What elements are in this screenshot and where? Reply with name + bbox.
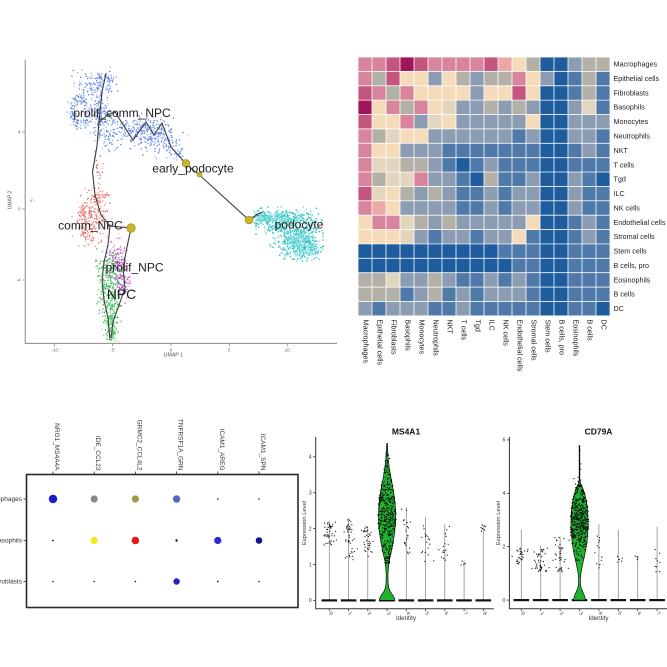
svg-text:6: 6 (443, 611, 449, 617)
svg-text:7: 7 (462, 611, 468, 617)
svg-text:1: 1 (309, 562, 312, 568)
svg-text:comm_NPC: comm_NPC (58, 219, 123, 233)
svg-text:10: 10 (285, 348, 291, 353)
svg-text:MS4A1: MS4A1 (392, 427, 421, 437)
svg-text:UMAP 2: UMAP 2 (8, 191, 14, 210)
svg-text:3: 3 (578, 611, 584, 617)
svg-text:Eosinophils: Eosinophils (614, 275, 651, 284)
svg-text:5: 5 (424, 611, 430, 617)
svg-text:ICAM1_SPN: ICAM1_SPN (259, 434, 266, 471)
svg-text:early_podocyte: early_podocyte (152, 162, 234, 176)
svg-text:1: 1 (539, 611, 545, 617)
svg-text:ILC: ILC (614, 189, 625, 198)
svg-text:IDE_CCL23: IDE_CCL23 (94, 436, 101, 471)
svg-text:Endothelial cells: Endothelial cells (614, 218, 666, 227)
svg-text:NPC: NPC (107, 286, 137, 302)
svg-text:TNFRSF1A_GRN: TNFRSF1A_GRN (177, 419, 184, 471)
svg-text:Tgd: Tgd (614, 175, 626, 184)
svg-text:Fibroblasts: Fibroblasts (389, 320, 398, 356)
svg-text:podocyte: podocyte (275, 218, 324, 232)
svg-text:Epithelial cells: Epithelial cells (614, 74, 660, 83)
svg-text:NRG1_MS4A4A: NRG1_MS4A4A (53, 423, 60, 471)
svg-text:B cells, pro: B cells, pro (557, 320, 566, 356)
svg-text:NKT: NKT (445, 320, 454, 335)
svg-text:4: 4 (18, 130, 21, 135)
svg-text:Expression Level: Expression Level (302, 501, 308, 545)
svg-text:0: 0 (309, 598, 312, 604)
svg-text:Endothelial cells: Endothelial cells (515, 320, 524, 372)
svg-text:Basophils: Basophils (0, 538, 23, 545)
svg-text:2: 2 (558, 611, 564, 617)
svg-text:Stromal cells: Stromal cells (529, 320, 538, 362)
svg-text:Stromal cells: Stromal cells (614, 232, 656, 241)
svg-text:5: 5 (616, 611, 622, 617)
svg-text:Expression Level: Expression Level (496, 501, 502, 545)
svg-text:prolif_NPC: prolif_NPC (105, 261, 163, 275)
svg-text:Monocytes: Monocytes (417, 320, 426, 355)
svg-text:ILC: ILC (487, 320, 496, 331)
svg-text:Neutrophils: Neutrophils (614, 132, 651, 141)
svg-text:Eosinophils: Eosinophils (571, 320, 580, 357)
svg-text:T cells: T cells (614, 160, 635, 169)
svg-text:Macrophages: Macrophages (614, 60, 658, 69)
svg-text:Monocytes: Monocytes (614, 117, 649, 126)
svg-text:3: 3 (309, 491, 312, 497)
svg-text:B cells, pro: B cells, pro (614, 261, 650, 270)
svg-text:4: 4 (503, 491, 506, 497)
svg-text:6: 6 (636, 611, 642, 617)
svg-text:NK cells: NK cells (501, 320, 510, 347)
svg-text:2: 2 (366, 611, 372, 617)
svg-text:Neutrophils: Neutrophils (431, 320, 440, 357)
svg-text:DC: DC (599, 320, 608, 330)
svg-text:3: 3 (385, 611, 391, 617)
svg-text:B cells: B cells (614, 290, 636, 299)
svg-text:T cells: T cells (459, 320, 468, 341)
svg-text:2: 2 (503, 545, 506, 551)
svg-text:4: 4 (309, 455, 312, 461)
svg-text:UMAP 1: UMAP 1 (164, 353, 183, 359)
svg-text:1: 1 (347, 611, 353, 617)
svg-text:CD79A: CD79A (585, 427, 613, 437)
svg-text:Epithelial cells: Epithelial cells (375, 320, 384, 366)
svg-text:Macrophages: Macrophages (361, 320, 370, 364)
svg-text:0: 0 (503, 598, 506, 604)
svg-text:NKT: NKT (614, 146, 629, 155)
svg-text:GRMC2_CCL4L2: GRMC2_CCL4L2 (135, 420, 142, 471)
svg-text:Basophils: Basophils (403, 320, 412, 352)
svg-text:7: 7 (655, 611, 661, 617)
svg-text:Fibroblasts: Fibroblasts (614, 88, 650, 97)
svg-text:prolif_comm_NPC: prolif_comm_NPC (73, 106, 171, 120)
svg-text:-5: -5 (110, 348, 115, 353)
svg-text:-4: -4 (16, 278, 21, 283)
svg-text:Tgd: Tgd (473, 320, 482, 332)
svg-text:ICAM1_AREG: ICAM1_AREG (218, 429, 225, 471)
svg-text:2: 2 (309, 526, 312, 532)
svg-text:0: 0 (519, 611, 525, 617)
svg-text:Fibroblasts: Fibroblasts (0, 579, 23, 586)
svg-text:8: 8 (481, 611, 487, 617)
svg-text:0: 0 (327, 611, 333, 617)
svg-text:5: 5 (228, 348, 231, 353)
svg-text:0: 0 (170, 348, 173, 353)
svg-text:6: 6 (503, 438, 506, 444)
svg-text:Stem cells: Stem cells (543, 320, 552, 354)
svg-text:DC: DC (614, 304, 624, 313)
svg-text:NK cells: NK cells (614, 203, 641, 212)
svg-text:-10: -10 (51, 348, 58, 353)
svg-text:Basophils: Basophils (614, 103, 646, 112)
svg-text:B cells: B cells (585, 320, 594, 342)
svg-text:Stem cells: Stem cells (614, 247, 648, 256)
svg-text:0: 0 (18, 207, 21, 212)
svg-text:Macrophages: Macrophages (0, 496, 23, 503)
